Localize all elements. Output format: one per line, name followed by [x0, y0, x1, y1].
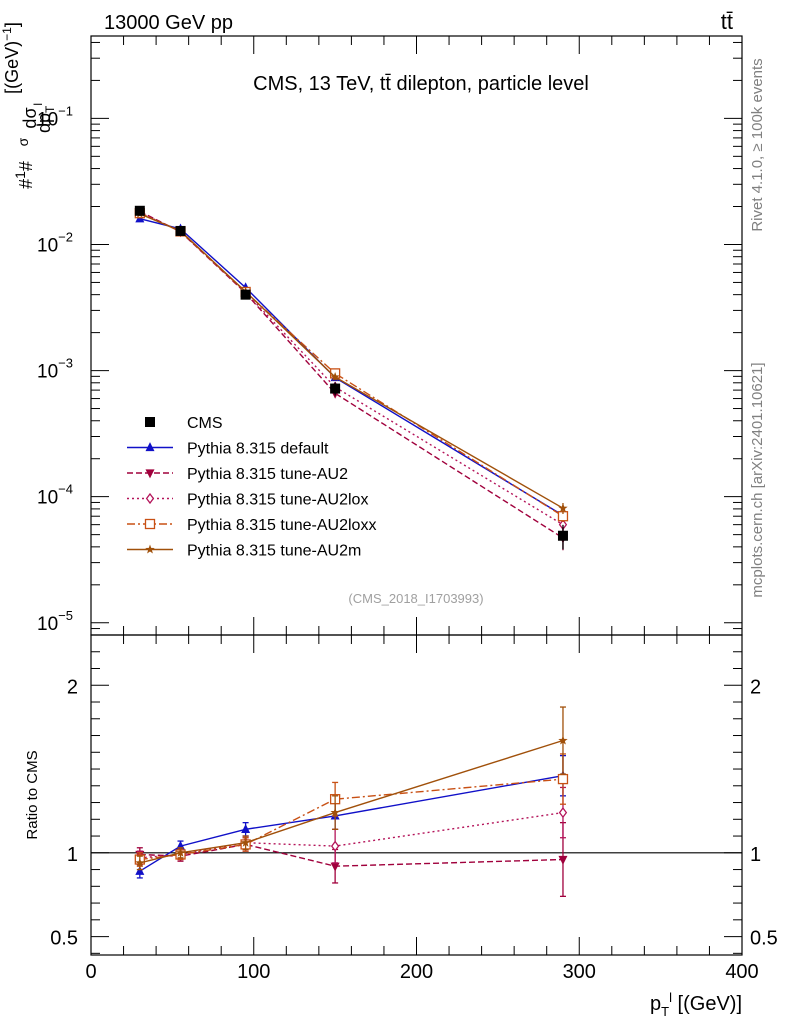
main-plot-title: CMS, 13 TeV, tt̄ dilepton, particle leve… [253, 73, 589, 95]
legend-label: Pythia 8.315 tune-AU2loxx [187, 517, 376, 534]
legend-label: Pythia 8.315 tune-AU2 [187, 466, 348, 483]
main-y-tick-label: 10−2 [37, 229, 73, 256]
ratio-plot-frame [90, 634, 743, 956]
ratio-series-default [135, 754, 568, 879]
main-point-cms [557, 530, 568, 541]
main-line-au2 [139, 210, 564, 539]
ratio-y-tick-label-right: 0.5 [750, 928, 778, 950]
header-left: 13000 GeV pp [104, 12, 233, 34]
ratio-series-au2 [135, 821, 568, 898]
legend-entry-cms: CMS [145, 415, 223, 432]
ratio-point-default [241, 823, 251, 833]
legend-label: Pythia 8.315 default [187, 441, 329, 458]
svg-text:σ: σ [15, 137, 31, 146]
ratio-point-au2m [175, 847, 186, 857]
ratio-point-au2m [558, 735, 568, 745]
ratio-point-au2m [330, 807, 340, 817]
ratio-y-tick-label-right: 2 [750, 676, 761, 698]
ratio-point-default [135, 865, 145, 875]
legend-entry-au2: Pythia 8.315 tune-AU2 [127, 466, 348, 483]
svg-text:pTl [(GeV)]: pTl [(GeV)] [650, 990, 742, 1019]
legend-entry-au2lox: Pythia 8.315 tune-AU2lox [127, 492, 368, 509]
legend-marker [145, 417, 155, 427]
x-tick-label: 300 [563, 961, 596, 983]
main-point-cms [240, 289, 251, 300]
ratio-line-default [139, 775, 564, 872]
ratio-point-au2m [240, 837, 251, 847]
main-line-au2m [139, 213, 564, 509]
x-tick-label: 400 [725, 961, 758, 983]
x-tick-label: 200 [400, 961, 433, 983]
svg-text:#1#: #1# [12, 161, 36, 189]
legend-entry-au2m: Pythia 8.315 tune-AU2m [127, 543, 361, 560]
main-y-tick-label: 10−3 [37, 356, 73, 383]
x-tick-label: 0 [85, 961, 96, 983]
ratio-line-au2 [139, 843, 564, 867]
ratio-series-au2m [135, 706, 568, 871]
ratio-point-au2lox [558, 807, 568, 819]
header-right: tt̄ [721, 9, 733, 34]
legend-entry-default: Pythia 8.315 default [127, 441, 329, 458]
legend-label: CMS [187, 415, 223, 432]
ratio-point-au2 [330, 862, 340, 872]
analysis-tag: (CMS_2018_I1703993) [348, 591, 483, 606]
ratio-y-tick-label-left: 0.5 [50, 928, 78, 950]
rivet-label: Rivet 4.1.0, ≥ 100k events [749, 58, 766, 231]
main-y-tick-label: 10−5 [37, 608, 73, 635]
legend-label: Pythia 8.315 tune-AU2lox [187, 492, 368, 509]
ratio-y-tick-label-left: 1 [67, 844, 78, 866]
legend-marker [145, 469, 155, 479]
ratio-y-axis-label: Ratio to CMS [24, 750, 41, 839]
x-axis-label: pTl [(GeV)] [650, 990, 742, 1019]
main-y-axis-label: #1# σ dσ dpTl [(GeV)−1] [0, 22, 57, 189]
legend-marker [145, 544, 155, 554]
legend-marker [145, 492, 155, 505]
legend: CMS Pythia 8.315 default Pythia 8.315 tune… [127, 415, 376, 560]
main-point-cms [175, 225, 186, 236]
svg-text:dσ: dσ [20, 107, 40, 128]
main-point-au2m [330, 372, 340, 381]
main-point-cms [330, 383, 341, 394]
ratio-line-au2m [139, 739, 564, 864]
ratio-point-au2loxx [557, 773, 569, 785]
ratio-y-tick-label-left: 2 [67, 676, 78, 698]
ratio-point-au2 [558, 855, 568, 865]
main-y-tick-label: 10−4 [37, 482, 73, 509]
svg-text:[(GeV)−1]: [(GeV)−1] [0, 22, 22, 94]
ratio-line-au2loxx [139, 778, 564, 861]
legend-marker [145, 442, 155, 452]
main-series-cms [134, 205, 568, 550]
ratio-point-au2m [135, 857, 145, 867]
legend-marker [144, 518, 156, 530]
mcplots-label: mcplots.cern.ch [arXiv:2401.10621] [749, 362, 766, 597]
main-point-au2m [558, 503, 568, 513]
ratio-point-au2lox [330, 840, 340, 852]
ratio-y-tick-label-right: 1 [750, 844, 761, 866]
x-tick-label: 100 [237, 961, 270, 983]
main-point-cms [134, 205, 145, 216]
legend-entry-au2loxx: Pythia 8.315 tune-AU2loxx [127, 517, 376, 534]
legend-label: Pythia 8.315 tune-AU2m [187, 543, 361, 560]
